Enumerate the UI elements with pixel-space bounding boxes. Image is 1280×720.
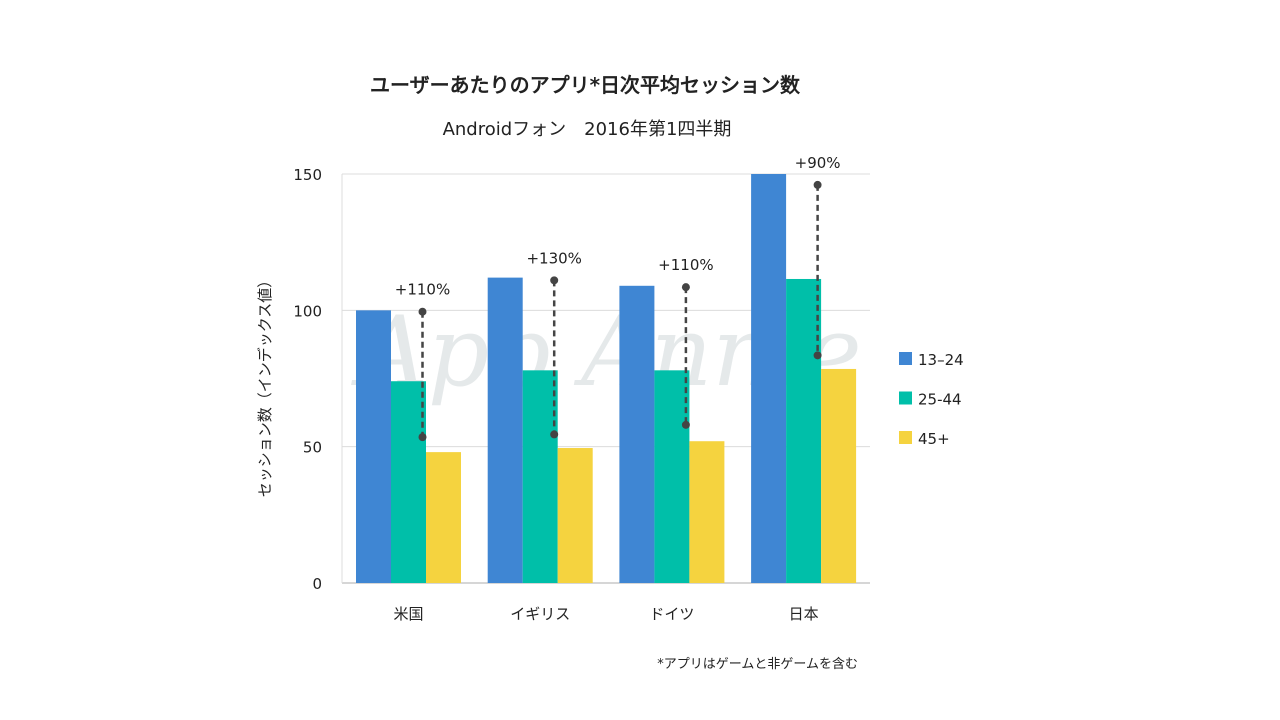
bar-13–24 <box>356 310 391 583</box>
difference-dot-bottom <box>681 420 690 429</box>
y-tick-label: 150 <box>293 166 322 184</box>
legend-label: 13–24 <box>918 351 964 369</box>
x-tick-label: ドイツ <box>649 605 694 623</box>
legend-label: 25-44 <box>918 391 962 409</box>
bar-13–24 <box>619 285 655 583</box>
difference-dot-bottom <box>813 351 822 360</box>
bar-13–24 <box>487 277 523 583</box>
y-axis-label: セッション数（インデックス値） <box>256 273 274 498</box>
bar-25-44 <box>786 278 822 583</box>
bar-13–24 <box>751 174 787 583</box>
footnote: *アプリはゲームと非ゲームを含む <box>657 656 858 672</box>
x-tick-label: 米国 <box>393 605 423 623</box>
bar-45+ <box>426 452 461 583</box>
bar-45+ <box>689 441 725 583</box>
difference-dot-top <box>418 307 427 316</box>
difference-dot-bottom <box>550 430 559 439</box>
bar-45+ <box>821 368 857 583</box>
bar-25-44 <box>654 370 690 583</box>
bar-25-44 <box>522 370 558 583</box>
difference-dot-bottom <box>418 433 427 442</box>
bar-25-44 <box>391 381 426 583</box>
legend-swatch <box>899 391 912 405</box>
chart-subtitle: Androidフォン 2016年第1四半期 <box>443 119 732 140</box>
y-tick-label: 50 <box>303 439 322 457</box>
legend-label: 45+ <box>918 430 950 448</box>
difference-label: +130% <box>526 249 581 267</box>
difference-dot-top <box>681 283 690 292</box>
difference-label: +90% <box>795 154 841 172</box>
legend-swatch <box>899 431 912 444</box>
difference-dot-top <box>813 180 822 189</box>
bar-45+ <box>557 448 593 583</box>
x-tick-label: 日本 <box>789 605 819 623</box>
difference-label: +110% <box>395 281 450 299</box>
legend-swatch <box>899 352 912 365</box>
difference-label: +110% <box>658 256 713 274</box>
y-tick-label: 100 <box>293 302 322 320</box>
y-tick-label: 0 <box>312 575 322 593</box>
x-tick-label: イギリス <box>510 605 570 623</box>
difference-dot-top <box>550 276 559 285</box>
chart-title: ユーザーあたりのアプリ*日次平均セッション数 <box>370 73 801 97</box>
